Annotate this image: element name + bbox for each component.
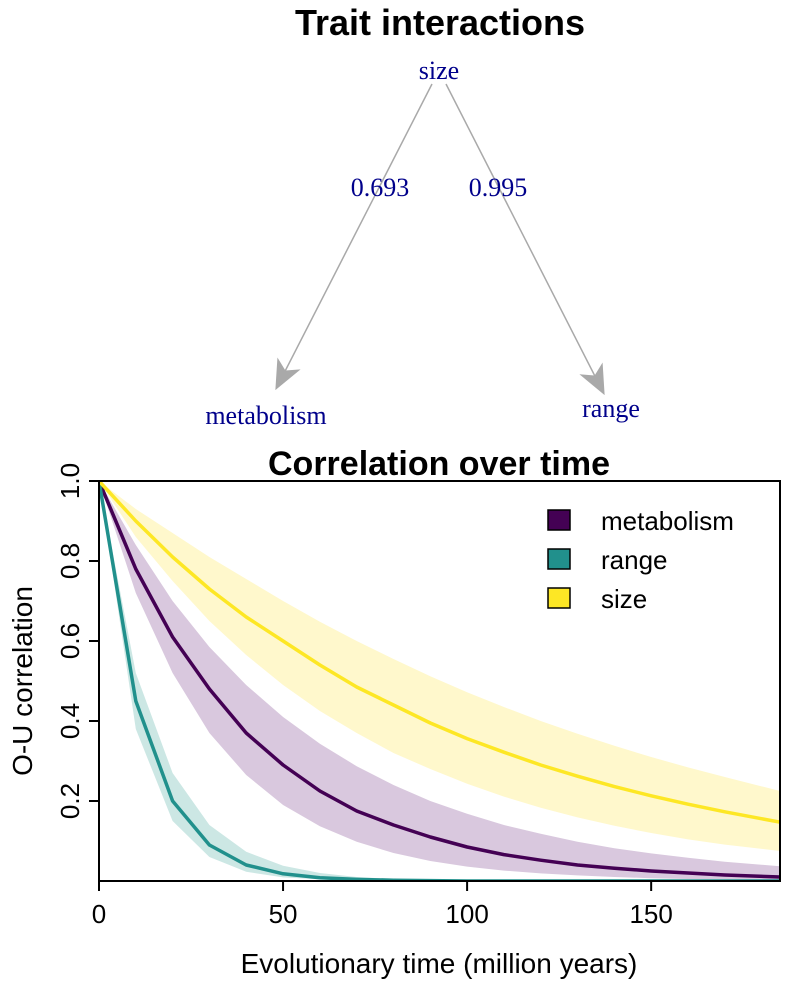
- legend-swatch-size: [547, 587, 571, 609]
- line-size: [99, 481, 780, 824]
- y-tick-label: 0.6: [55, 623, 85, 659]
- edge-size-range: [445, 83, 605, 396]
- edge-label-size-metabolism: 0.693: [351, 173, 410, 202]
- y-tick-label: 1.0: [55, 463, 85, 499]
- legend-swatch-metabolism: [547, 509, 571, 531]
- legend-label-size: size: [601, 584, 647, 614]
- y-tick-label: 0.2: [55, 783, 85, 819]
- node-size: size: [419, 56, 459, 85]
- x-tick-label: 100: [445, 899, 488, 929]
- band-size: [99, 481, 780, 851]
- y-axis: 0.2 0.4 0.6 0.8 1.0: [55, 463, 99, 819]
- confidence-bands: [99, 481, 780, 881]
- y-axis-label: O-U correlation: [7, 586, 38, 776]
- legend: metabolism range size: [547, 506, 734, 614]
- y-tick-label: 0.8: [55, 543, 85, 579]
- y-tick-label: 0.4: [55, 703, 85, 739]
- x-tick-label: 50: [269, 899, 298, 929]
- line-metabolism: [99, 481, 780, 879]
- node-range: range: [582, 394, 640, 423]
- x-axis: 0 50 100 150: [92, 881, 673, 929]
- node-metabolism: metabolism: [205, 401, 326, 430]
- network-title: Trait interactions: [295, 2, 585, 43]
- edge-label-size-range: 0.995: [469, 173, 528, 202]
- legend-label-range: range: [601, 545, 668, 575]
- correlation-chart: Correlation over time 0 50 100 150 0.20.40.…: [7, 445, 781, 979]
- x-tick-label: 150: [629, 899, 672, 929]
- x-axis-label: Evolutionary time (million years): [241, 948, 638, 979]
- edge-size-metabolism: [275, 83, 433, 391]
- legend-label-metabolism: metabolism: [601, 506, 734, 536]
- network-panel: Trait interactions 0.693 0.995 size meta…: [205, 2, 640, 430]
- x-tick-label: 0: [92, 899, 106, 929]
- chart-title: Correlation over time: [268, 445, 610, 483]
- band-metabolism: [99, 481, 780, 880]
- legend-swatch-range: [547, 548, 571, 570]
- plot-frame: [98, 480, 781, 882]
